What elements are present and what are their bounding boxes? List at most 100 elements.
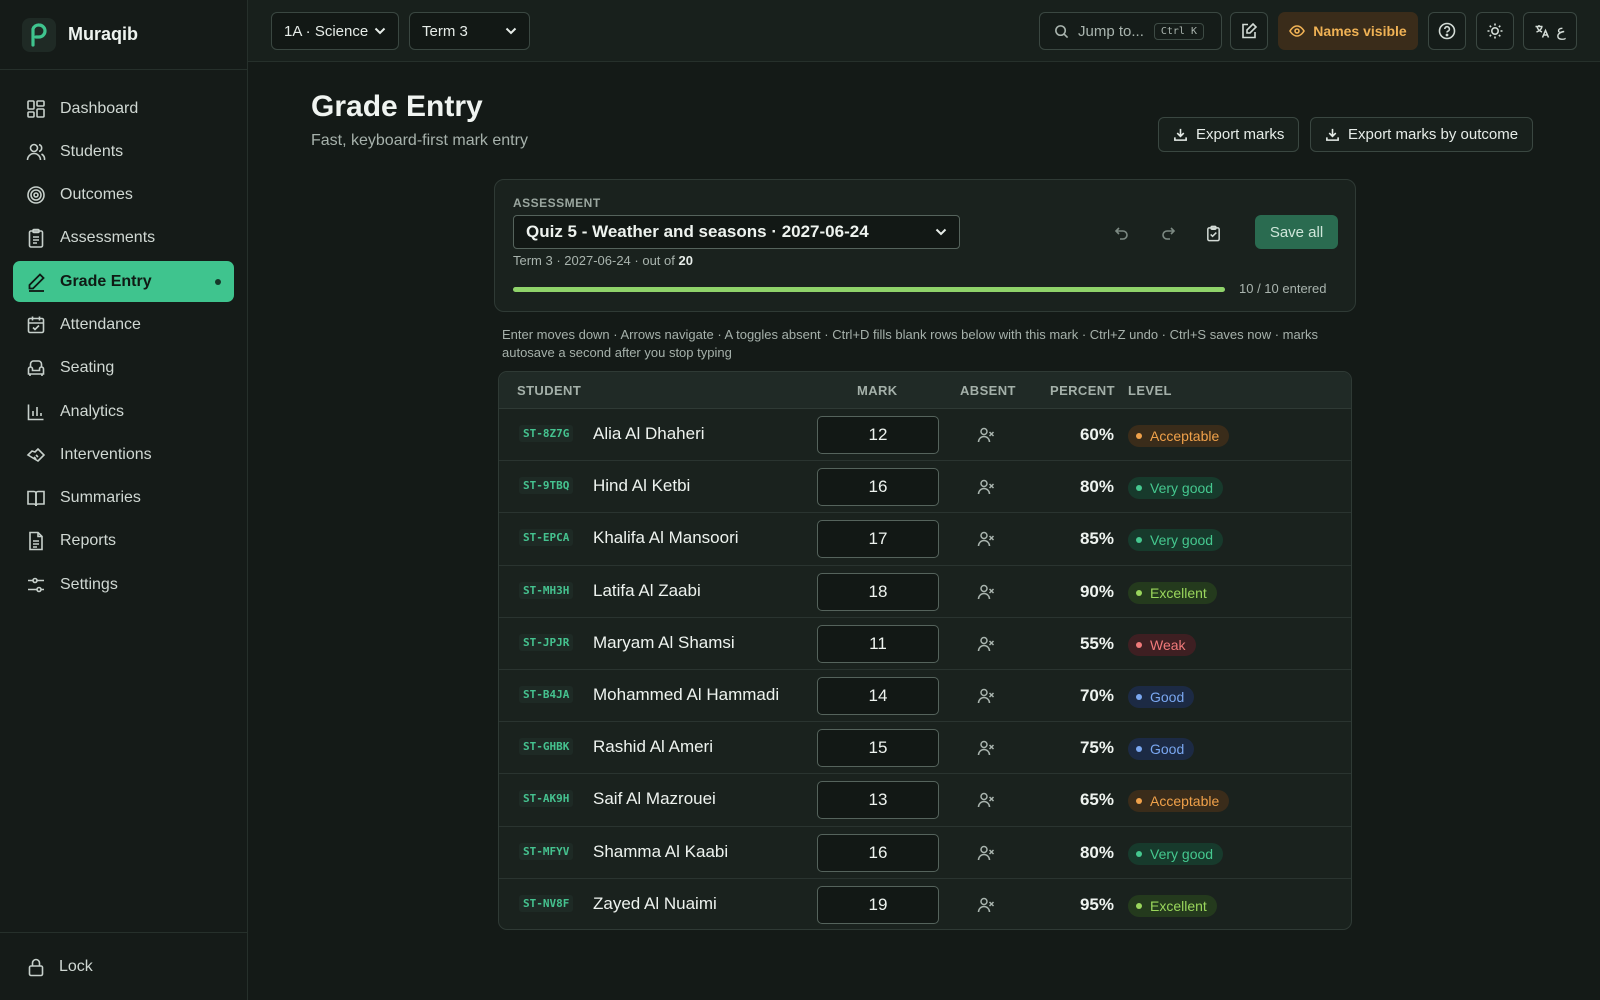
mark-input[interactable]: 14 bbox=[817, 676, 939, 715]
jump-placeholder: Jump to... bbox=[1078, 22, 1144, 40]
sidebar-item-summaries[interactable]: Summaries bbox=[13, 478, 234, 519]
level-badge: Excellent bbox=[1128, 581, 1217, 604]
class-select[interactable]: 1A · Science bbox=[271, 12, 399, 50]
assessment-label: ASSESSMENT bbox=[513, 196, 601, 210]
brand[interactable]: Muraqib bbox=[0, 0, 247, 70]
mark-input[interactable]: 15 bbox=[817, 729, 939, 768]
sidebar-item-label: Outcomes bbox=[60, 186, 133, 204]
undo-button[interactable] bbox=[1105, 216, 1139, 250]
theme-toggle-button[interactable] bbox=[1476, 12, 1514, 50]
student-name: Alia Al Dhaheri bbox=[593, 424, 705, 443]
mark-input[interactable]: 17 bbox=[817, 520, 939, 559]
keyboard-hint: Enter moves down · Arrows navigate · A t… bbox=[502, 327, 1319, 360]
sidebar-item-grade-entry[interactable]: Grade Entry bbox=[13, 261, 234, 303]
absent-toggle-button[interactable] bbox=[975, 581, 997, 603]
mark-input[interactable]: 18 bbox=[817, 572, 939, 611]
sidebar-item-label: Students bbox=[60, 142, 124, 160]
save-all-button[interactable]: Save all bbox=[1255, 215, 1338, 249]
level-label: Good bbox=[1150, 688, 1185, 705]
mark-input[interactable]: 11 bbox=[817, 624, 939, 663]
absent-toggle-button[interactable] bbox=[975, 424, 997, 446]
mark-input[interactable]: 13 bbox=[817, 781, 939, 820]
sidebar-item-attendance[interactable]: Attendance bbox=[13, 304, 234, 345]
sidebar-item-outcomes[interactable]: Outcomes bbox=[13, 175, 234, 216]
names-visible-toggle[interactable]: Names visible bbox=[1278, 12, 1418, 50]
absent-toggle-button[interactable] bbox=[975, 528, 997, 550]
mark-input[interactable]: 19 bbox=[817, 885, 939, 924]
language-toggle-button[interactable]: ع bbox=[1523, 12, 1577, 50]
student-id: ST-JPJR bbox=[519, 633, 574, 651]
level-label: Very good bbox=[1150, 845, 1214, 862]
table-body: ST-8Z7G Alia Al Dhaheri 12 60% Acceptable ST-… bbox=[499, 409, 1351, 929]
student-id: ST-MH3H bbox=[519, 581, 574, 599]
note-edit-icon bbox=[1240, 22, 1258, 40]
chevron-down-icon bbox=[935, 228, 947, 236]
help-button[interactable] bbox=[1428, 12, 1466, 50]
topbar: 1A · Science Term 3 Jump to... Ctrl K Na… bbox=[248, 0, 1600, 62]
student-id: ST-NV8F bbox=[519, 894, 574, 912]
names-visible-label: Names visible bbox=[1313, 23, 1407, 39]
export-by-outcome-button[interactable]: Export marks by outcome bbox=[1310, 117, 1534, 152]
download-icon bbox=[1173, 127, 1196, 142]
page-title: Grade Entry bbox=[311, 90, 483, 123]
sidebar-item-dashboard[interactable]: Dashboard bbox=[13, 88, 234, 129]
level-badge: Very good bbox=[1128, 842, 1224, 865]
mark-input[interactable]: 12 bbox=[817, 416, 939, 454]
student-id: ST-B4JA bbox=[519, 685, 574, 703]
lock-button[interactable]: Lock bbox=[0, 932, 247, 1000]
sidebar-item-label: Dashboard bbox=[60, 99, 139, 117]
app-name: Muraqib bbox=[68, 24, 138, 44]
armchair-icon bbox=[25, 357, 47, 379]
percent-value: 75% bbox=[1079, 738, 1114, 758]
level-badge: Acceptable bbox=[1128, 790, 1230, 813]
absent-toggle-button[interactable] bbox=[975, 633, 997, 655]
redo-button[interactable] bbox=[1151, 216, 1185, 250]
percent-value: 90% bbox=[1079, 581, 1114, 601]
mark-input[interactable]: 16 bbox=[817, 833, 939, 872]
export-marks-button[interactable]: Export marks bbox=[1158, 117, 1300, 152]
assessment-select[interactable]: Quiz 5 - Weather and seasons · 2027-06-2… bbox=[513, 215, 960, 249]
term-select[interactable]: Term 3 bbox=[409, 12, 530, 50]
paste-marks-button[interactable] bbox=[1196, 216, 1230, 250]
student-name: Mohammed Al Hammadi bbox=[593, 684, 780, 704]
redo-icon bbox=[1160, 225, 1176, 241]
user-x-icon bbox=[977, 635, 995, 653]
level-label: Excellent bbox=[1150, 584, 1207, 601]
sidebar-item-students[interactable]: Students bbox=[13, 131, 234, 172]
sidebar-item-interventions[interactable]: Interventions bbox=[13, 434, 234, 475]
sidebar-item-analytics[interactable]: Analytics bbox=[13, 391, 234, 432]
absent-toggle-button[interactable] bbox=[975, 789, 997, 811]
student-name: Khalifa Al Mansoori bbox=[593, 528, 739, 548]
user-x-icon bbox=[977, 791, 995, 809]
level-dot bbox=[1136, 433, 1142, 439]
percent-value: 65% bbox=[1079, 790, 1114, 810]
student-id: ST-EPCA bbox=[519, 529, 574, 547]
student-id: ST-9TBQ bbox=[519, 477, 574, 495]
clipboard-paste-icon bbox=[1205, 225, 1222, 242]
sidebar-item-assessments[interactable]: Assessments bbox=[13, 218, 234, 259]
quick-note-button[interactable] bbox=[1230, 12, 1268, 50]
mark-input[interactable]: 16 bbox=[817, 468, 939, 507]
assessment-out-of: 20 bbox=[678, 253, 693, 268]
level-label: Very good bbox=[1150, 532, 1214, 549]
grid-icon bbox=[25, 98, 47, 120]
handshake-icon bbox=[25, 444, 47, 466]
absent-toggle-button[interactable] bbox=[975, 894, 997, 916]
help-circle-icon bbox=[1438, 22, 1456, 40]
sidebar-item-settings[interactable]: Settings bbox=[13, 564, 234, 605]
header-percent: PERCENT bbox=[1050, 383, 1115, 398]
absent-toggle-button[interactable] bbox=[975, 685, 997, 707]
level-badge: Good bbox=[1128, 685, 1195, 708]
jump-to-search[interactable]: Jump to... Ctrl K bbox=[1039, 12, 1222, 50]
file-text-icon bbox=[25, 530, 47, 552]
eye-icon bbox=[1289, 23, 1313, 39]
absent-toggle-button[interactable] bbox=[975, 842, 997, 864]
absent-toggle-button[interactable] bbox=[975, 737, 997, 759]
sidebar-item-reports[interactable]: Reports bbox=[13, 521, 234, 562]
student-id: ST-8Z7G bbox=[519, 425, 574, 442]
arabic-letter: ع bbox=[1556, 23, 1566, 40]
header-student: STUDENT bbox=[517, 383, 582, 398]
sidebar-nav: Dashboard Students Outcomes Assessments … bbox=[0, 70, 247, 605]
absent-toggle-button[interactable] bbox=[975, 476, 997, 498]
sidebar-item-seating[interactable]: Seating bbox=[13, 348, 234, 389]
